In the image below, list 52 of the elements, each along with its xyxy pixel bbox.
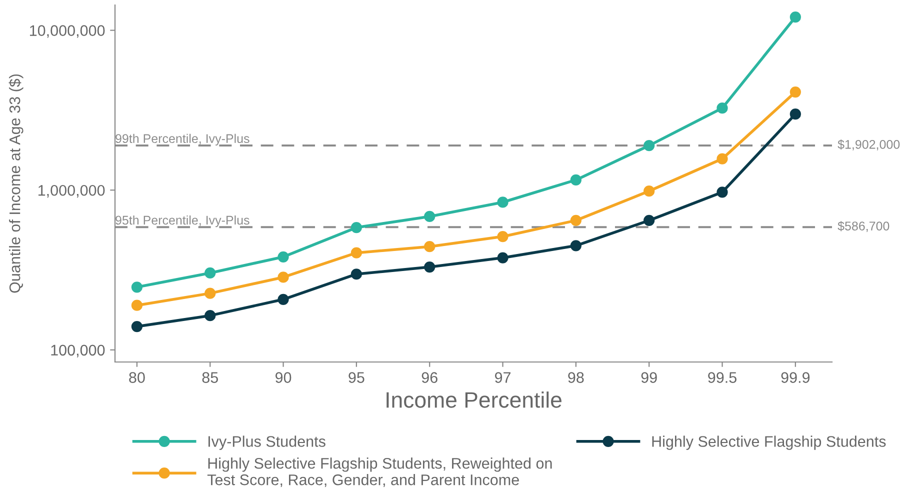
point: [204, 288, 216, 299]
point: [278, 272, 289, 283]
point: [790, 12, 801, 23]
x-tick-label: 97: [494, 372, 510, 383]
x-tick-label: 85: [202, 372, 218, 383]
point: [350, 222, 362, 234]
x-tick-label: 95: [348, 372, 364, 383]
point: [570, 214, 582, 226]
x-tick-label: 96: [422, 372, 438, 383]
point: [204, 267, 216, 279]
point: [644, 186, 655, 197]
text: $586,700: [838, 221, 890, 232]
point: [497, 196, 508, 208]
point: [716, 153, 728, 164]
point: [424, 241, 436, 252]
point: [790, 108, 801, 120]
point: [131, 300, 143, 311]
point: [716, 102, 728, 114]
legend-label: Highly Selective Flagship Students, Reweighted on Test Score, Race, Gender, and Parent Income: [207, 458, 552, 488]
y-tick-label: 1,000,000: [38, 184, 105, 198]
y-axis-title: Quantile of Income at Age 33 ($): [8, 74, 24, 293]
point: [570, 174, 582, 186]
x-tick-label: 90: [275, 372, 292, 383]
ref-line-label: 95th Percentile, Ivy-Plus: [116, 215, 250, 228]
point: [204, 310, 216, 322]
point: [350, 268, 362, 280]
point: [278, 251, 289, 262]
y-tick-label: 10,000,000: [30, 25, 105, 38]
point: [497, 252, 508, 264]
x-axis-title: Income Percentile: [386, 392, 562, 408]
x-tick-label: 99.5: [708, 372, 736, 383]
ref-line-label: 99th Percentile, Ivy-Plus: [116, 134, 250, 146]
point: [424, 261, 436, 273]
x-tick-label: 99.9: [781, 372, 810, 383]
legend-label: Ivy-Plus Students: [208, 436, 326, 450]
point: [790, 86, 801, 98]
point: [716, 186, 728, 198]
x-tick-label: 99: [641, 372, 657, 383]
point: [644, 214, 655, 226]
x-tick-label: 80: [129, 372, 145, 383]
point: [644, 140, 655, 152]
point: [350, 247, 362, 258]
point: [131, 282, 143, 293]
point: [570, 240, 582, 252]
y-tick-label: 100,000: [51, 344, 105, 358]
text: $1,902,000: [838, 139, 900, 150]
point: [278, 294, 289, 305]
legend-label: Highly Selective Flagship Students: [652, 436, 886, 450]
x-tick-label: 98: [568, 372, 584, 383]
point: [424, 210, 436, 222]
point: [131, 320, 143, 332]
point: [497, 231, 508, 242]
